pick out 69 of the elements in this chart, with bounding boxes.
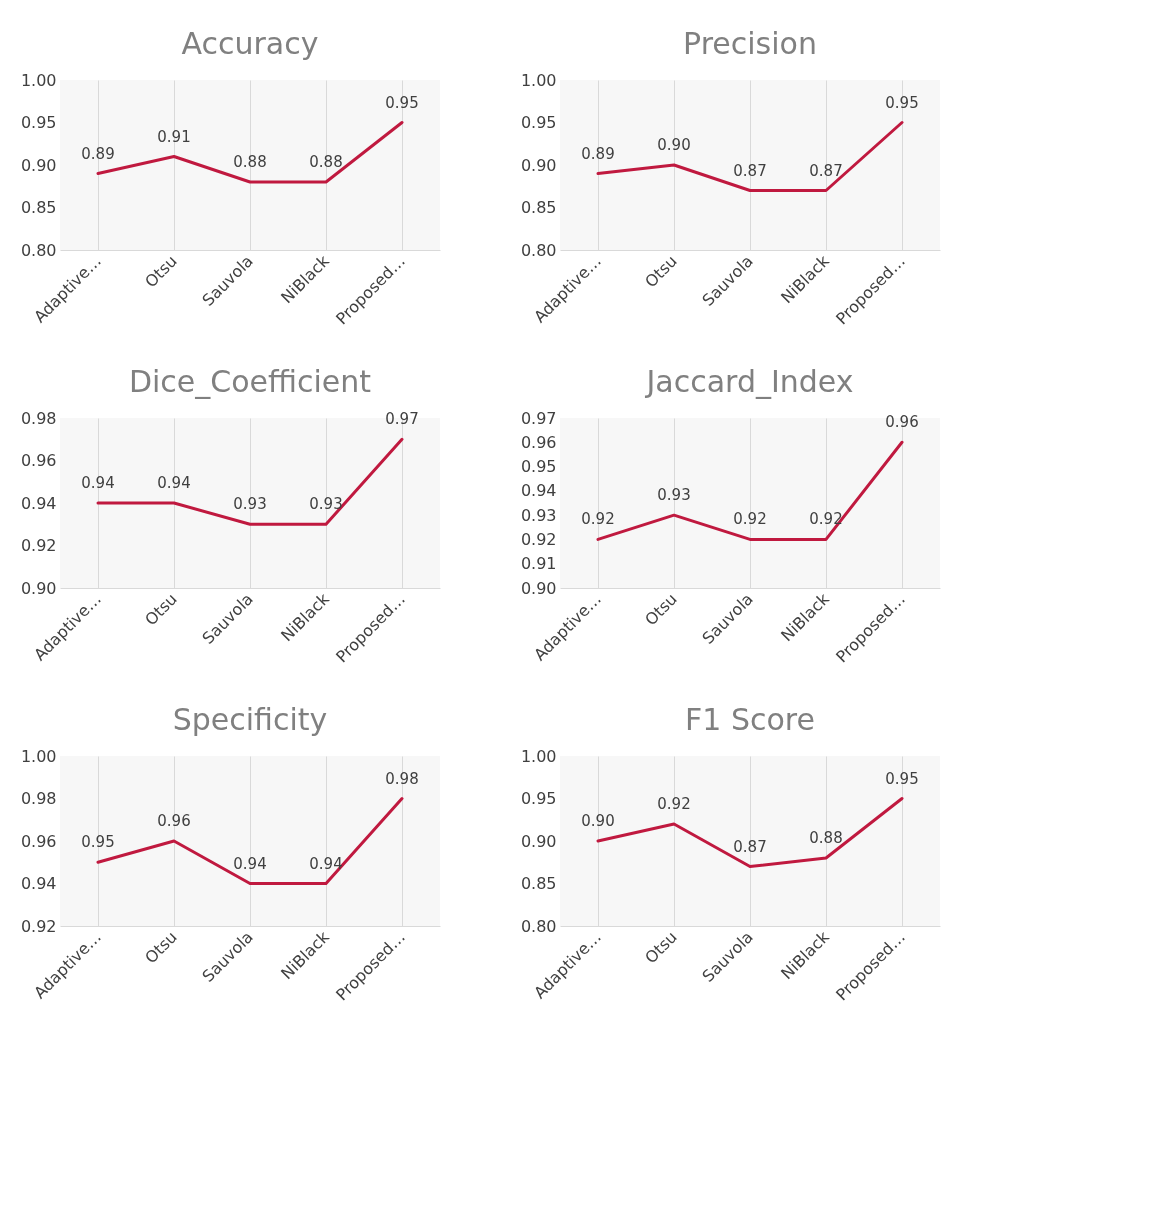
data-label: 0.92 (581, 510, 615, 529)
y-tick-label: 0.85 (520, 198, 557, 217)
y-tick-label: 0.96 (520, 432, 557, 452)
data-label: 0.93 (309, 495, 343, 514)
y-tick-label: 1.00 (20, 70, 57, 90)
y-tick-label: 0.98 (20, 408, 57, 428)
data-label: 0.90 (581, 812, 615, 830)
y-tick-label: 0.80 (20, 240, 57, 260)
data-label: 0.93 (233, 495, 267, 514)
data-label: 0.97 (385, 410, 419, 429)
y-tick-label: 0.85 (520, 874, 557, 893)
data-label: 0.95 (81, 833, 115, 852)
y-tick-label: 0.95 (520, 113, 557, 132)
y-tick-label: 0.96 (20, 451, 57, 470)
data-label: 0.94 (309, 854, 343, 873)
data-label: 0.89 (81, 144, 115, 163)
chart-title: Precision (683, 26, 817, 61)
y-tick-label: 0.92 (20, 916, 57, 936)
data-label: 0.96 (885, 413, 919, 432)
y-tick-label: 0.92 (520, 529, 557, 549)
data-label: 0.88 (309, 153, 343, 171)
data-label: 0.91 (157, 127, 191, 146)
y-tick-label: 0.94 (520, 481, 557, 501)
y-tick-label: 0.97 (520, 408, 557, 428)
data-label: 0.87 (809, 161, 843, 180)
y-tick-label: 0.92 (20, 536, 57, 555)
y-tick-label: 0.90 (20, 155, 57, 175)
y-tick-label: 1.00 (520, 70, 557, 90)
data-label: 0.94 (233, 854, 267, 873)
y-tick-label: 0.98 (20, 789, 57, 808)
data-label: 0.94 (81, 474, 115, 492)
data-label: 0.95 (385, 93, 419, 112)
data-label: 0.96 (157, 812, 191, 830)
y-tick-label: 0.95 (520, 789, 557, 808)
chart-title: Jaccard_Index (644, 364, 854, 399)
chart-title: Dice_Coefficient (128, 364, 372, 399)
chart-title: Accuracy (181, 26, 319, 61)
y-tick-label: 0.80 (520, 916, 557, 936)
data-label: 0.92 (733, 510, 767, 529)
data-label: 0.95 (885, 769, 919, 788)
y-tick-label: 0.95 (520, 457, 557, 477)
y-tick-label: 0.90 (520, 578, 557, 598)
data-label: 0.87 (733, 161, 767, 180)
chart-title: Specificity (172, 702, 328, 737)
y-tick-label: 0.90 (520, 831, 557, 851)
y-tick-label: 0.85 (20, 198, 57, 217)
data-label: 0.88 (809, 829, 843, 847)
y-tick-label: 0.90 (20, 578, 57, 598)
data-label: 0.87 (733, 837, 767, 856)
y-tick-label: 0.90 (520, 155, 557, 175)
data-label: 0.93 (657, 486, 691, 505)
data-label: 0.88 (233, 153, 267, 171)
y-tick-label: 0.93 (520, 505, 557, 525)
data-label: 0.95 (885, 93, 919, 112)
chart-title: F1 Score (685, 702, 815, 737)
data-label: 0.92 (657, 795, 691, 813)
data-label: 0.89 (581, 144, 615, 163)
y-tick-label: 1.00 (20, 746, 57, 766)
data-label: 0.94 (157, 474, 191, 492)
y-tick-label: 0.94 (20, 874, 57, 893)
y-tick-label: 1.00 (520, 746, 557, 766)
data-label: 0.90 (657, 136, 691, 154)
y-tick-label: 0.96 (20, 831, 57, 851)
y-tick-label: 0.95 (20, 113, 57, 132)
data-label: 0.92 (809, 510, 843, 529)
y-tick-label: 0.80 (520, 240, 557, 260)
y-tick-label: 0.91 (520, 554, 557, 574)
data-label: 0.98 (385, 769, 419, 788)
y-tick-label: 0.94 (20, 493, 57, 513)
